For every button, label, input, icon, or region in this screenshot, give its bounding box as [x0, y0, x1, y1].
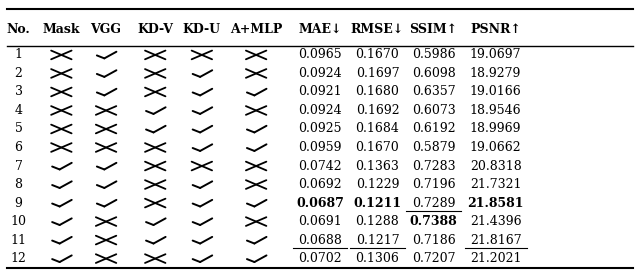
Text: 6: 6	[15, 141, 22, 154]
Text: RMSE↓: RMSE↓	[351, 23, 404, 36]
Text: 0.0691: 0.0691	[298, 215, 342, 228]
Text: A+MLP: A+MLP	[230, 23, 282, 36]
Text: 18.9969: 18.9969	[470, 122, 522, 135]
Text: 21.8581: 21.8581	[467, 196, 524, 210]
Text: 0.1670: 0.1670	[356, 141, 399, 154]
Text: 0.6098: 0.6098	[412, 67, 456, 80]
Text: 8: 8	[15, 178, 22, 191]
Text: 9: 9	[15, 196, 22, 210]
Text: 0.7283: 0.7283	[412, 159, 456, 173]
Text: 10: 10	[11, 215, 27, 228]
Text: 0.0924: 0.0924	[298, 104, 342, 117]
Text: 19.0166: 19.0166	[470, 85, 522, 98]
Text: 0.0959: 0.0959	[298, 141, 342, 154]
Text: 3: 3	[15, 85, 22, 98]
Text: 0.0702: 0.0702	[298, 252, 342, 265]
Text: 0.1670: 0.1670	[356, 48, 399, 61]
Text: 18.9546: 18.9546	[470, 104, 522, 117]
Text: 20.8318: 20.8318	[470, 159, 522, 173]
Text: 0.5986: 0.5986	[412, 48, 456, 61]
Text: 21.8167: 21.8167	[470, 233, 522, 247]
Text: 0.6357: 0.6357	[412, 85, 456, 98]
Text: 0.1211: 0.1211	[353, 196, 401, 210]
Text: 2: 2	[15, 67, 22, 80]
Text: 0.1697: 0.1697	[356, 67, 399, 80]
Text: 0.0921: 0.0921	[298, 85, 342, 98]
Text: 0.7186: 0.7186	[412, 233, 456, 247]
Text: 4: 4	[15, 104, 22, 117]
Text: 1: 1	[15, 48, 22, 61]
Text: 0.1684: 0.1684	[356, 122, 399, 135]
Text: 7: 7	[15, 159, 22, 173]
Text: 0.0688: 0.0688	[298, 233, 342, 247]
Text: 0.7196: 0.7196	[412, 178, 456, 191]
Text: 0.7388: 0.7388	[410, 215, 458, 228]
Text: 21.2021: 21.2021	[470, 252, 522, 265]
Text: 0.7289: 0.7289	[412, 196, 456, 210]
Text: 0.1680: 0.1680	[356, 85, 399, 98]
Text: 0.0742: 0.0742	[298, 159, 342, 173]
Text: 0.0687: 0.0687	[296, 196, 344, 210]
Text: 0.1306: 0.1306	[356, 252, 399, 265]
Text: 0.1217: 0.1217	[356, 233, 399, 247]
Text: 0.1229: 0.1229	[356, 178, 399, 191]
Text: 0.0924: 0.0924	[298, 67, 342, 80]
Text: MAE↓: MAE↓	[298, 23, 342, 36]
Text: 19.0697: 19.0697	[470, 48, 522, 61]
Text: 5: 5	[15, 122, 22, 135]
Text: 21.4396: 21.4396	[470, 215, 522, 228]
Text: 19.0662: 19.0662	[470, 141, 522, 154]
Text: VGG: VGG	[91, 23, 122, 36]
Text: 0.0965: 0.0965	[298, 48, 342, 61]
Text: No.: No.	[6, 23, 31, 36]
Text: 0.5879: 0.5879	[412, 141, 456, 154]
Text: 0.1288: 0.1288	[356, 215, 399, 228]
Text: 11: 11	[11, 233, 27, 247]
Text: 0.1363: 0.1363	[356, 159, 399, 173]
Text: 0.6192: 0.6192	[412, 122, 456, 135]
Text: 0.0692: 0.0692	[298, 178, 342, 191]
Text: 0.6073: 0.6073	[412, 104, 456, 117]
Text: KD-U: KD-U	[183, 23, 221, 36]
Text: SSIM↑: SSIM↑	[410, 23, 458, 36]
Text: Mask: Mask	[43, 23, 80, 36]
Text: PSNR↑: PSNR↑	[470, 23, 521, 36]
Text: 12: 12	[11, 252, 26, 265]
Text: 18.9279: 18.9279	[470, 67, 522, 80]
Text: 21.7321: 21.7321	[470, 178, 522, 191]
Text: 0.1692: 0.1692	[356, 104, 399, 117]
Text: KD-V: KD-V	[137, 23, 173, 36]
Text: 0.0925: 0.0925	[298, 122, 342, 135]
Text: 0.7207: 0.7207	[412, 252, 456, 265]
